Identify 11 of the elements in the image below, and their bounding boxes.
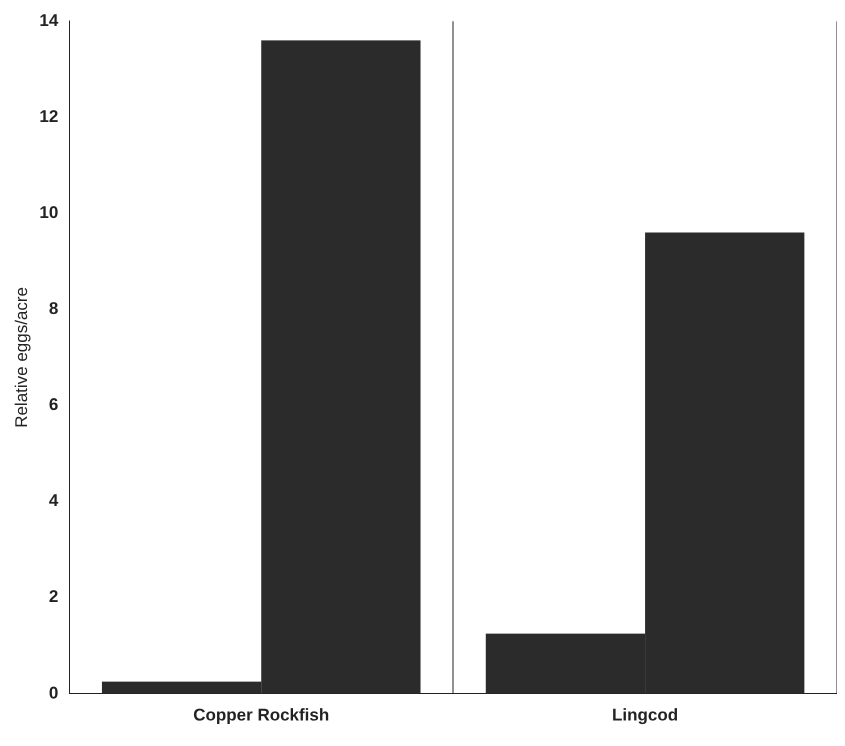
- y-tick-label: 14: [39, 10, 59, 30]
- x-tick-label: Copper Rockfish: [193, 705, 330, 724]
- y-tick-label: 2: [48, 587, 58, 606]
- y-tick-label: 10: [39, 203, 58, 222]
- y-tick-label: 4: [48, 491, 59, 510]
- y-tick-label: 6: [48, 395, 58, 414]
- x-tick-label: Lingcod: [612, 705, 678, 724]
- y-tick-label: 8: [48, 299, 58, 318]
- y-tick-label: 0: [48, 683, 58, 702]
- y-tick-label: 12: [39, 106, 58, 126]
- y-axis-title: Relative eggs/acre: [12, 286, 31, 428]
